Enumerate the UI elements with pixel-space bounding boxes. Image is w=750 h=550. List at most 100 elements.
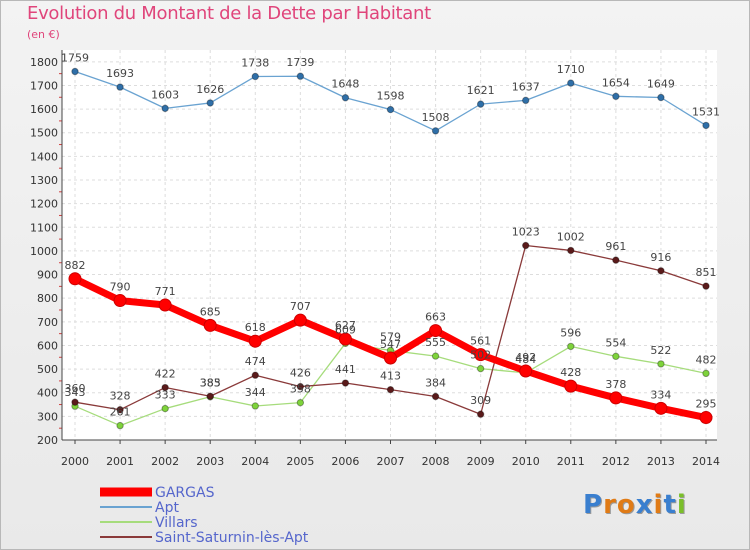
- data-point: [702, 121, 710, 130]
- data-label: 482: [696, 353, 717, 366]
- data-label: 1637: [512, 80, 540, 93]
- data-label: 1598: [377, 90, 405, 103]
- data-point: [657, 360, 665, 368]
- data-point: [251, 72, 259, 81]
- data-point: [116, 406, 124, 414]
- data-point: [654, 401, 668, 415]
- data-label: 1531: [692, 105, 720, 118]
- data-point: [296, 398, 305, 407]
- data-label: 609: [335, 323, 356, 336]
- data-point: [296, 72, 305, 80]
- plot-area: [62, 50, 717, 440]
- data-point: [699, 411, 713, 425]
- data-label: 384: [425, 377, 446, 390]
- data-point: [338, 332, 352, 346]
- data-label: 961: [605, 240, 626, 253]
- data-point: [248, 334, 262, 348]
- proxiti-logo: Proxiti: [583, 490, 687, 520]
- data-label: 328: [110, 390, 131, 403]
- y-tick-label: 1800: [30, 56, 58, 69]
- data-point: [158, 298, 172, 312]
- y-tick-label: 700: [37, 316, 58, 329]
- data-label: 1654: [602, 76, 630, 89]
- legend-label: Villars: [155, 515, 198, 531]
- data-label: 1023: [512, 225, 540, 238]
- data-label: 707: [290, 300, 311, 313]
- data-label: 502: [470, 349, 491, 362]
- legend-label: GARGAS: [155, 485, 215, 501]
- x-tick-label: 2014: [692, 455, 720, 468]
- data-label: 1002: [557, 230, 585, 243]
- data-point: [431, 392, 440, 401]
- data-label: 627: [335, 319, 356, 332]
- x-tick-label: 2012: [602, 455, 630, 468]
- data-point: [657, 267, 665, 275]
- data-point: [476, 100, 485, 108]
- y-tick-label: 1600: [30, 103, 58, 116]
- data-label: 333: [155, 389, 176, 402]
- data-point: [702, 282, 710, 290]
- y-tick-label: 200: [37, 434, 58, 447]
- data-label: 851: [696, 266, 717, 279]
- data-label: 663: [425, 311, 446, 324]
- data-label: 916: [650, 251, 671, 264]
- data-label: 790: [110, 281, 131, 294]
- x-tick-label: 2011: [557, 455, 585, 468]
- data-label: 685: [200, 305, 221, 318]
- data-point: [251, 402, 259, 410]
- data-point: [567, 246, 575, 255]
- data-label: 1621: [467, 84, 495, 97]
- y-tick-label: 600: [37, 339, 58, 352]
- logo-letter: i: [676, 490, 687, 520]
- data-point: [71, 398, 79, 406]
- y-tick-label: 1100: [30, 221, 58, 234]
- x-tick-label: 2004: [241, 455, 269, 468]
- data-point: [116, 421, 124, 430]
- data-point: [476, 364, 485, 373]
- logo-letter: P: [583, 490, 604, 520]
- data-label: 1648: [331, 78, 359, 91]
- data-label: 413: [380, 370, 401, 383]
- data-point: [251, 371, 259, 379]
- data-label: 882: [65, 259, 86, 272]
- data-label: 1508: [422, 111, 450, 124]
- legend-label: Saint-Saturnin-lès-Apt: [155, 530, 309, 546]
- data-label: 358: [290, 383, 311, 396]
- data-point: [206, 392, 214, 400]
- y-tick-label: 1200: [30, 198, 58, 211]
- data-point: [429, 324, 443, 338]
- data-label: 295: [696, 398, 717, 411]
- y-tick-label: 300: [37, 410, 58, 423]
- data-label: 618: [245, 321, 266, 334]
- y-tick-label: 1700: [30, 79, 58, 92]
- data-point: [161, 383, 169, 392]
- data-point: [564, 379, 578, 393]
- data-point: [296, 382, 305, 391]
- data-label: 554: [605, 336, 626, 349]
- x-tick-label: 2007: [377, 455, 405, 468]
- chart-title: Evolution du Montant de la Dette par Hab…: [27, 3, 431, 24]
- data-label: 343: [65, 386, 86, 399]
- x-tick-label: 2008: [422, 455, 450, 468]
- data-label: 1649: [647, 78, 675, 91]
- data-label: 1626: [196, 83, 224, 96]
- data-point: [474, 348, 488, 362]
- data-label: 441: [335, 363, 356, 376]
- y-tick-label: 400: [37, 387, 58, 400]
- data-point: [612, 352, 620, 361]
- data-point: [341, 379, 350, 387]
- data-label: 261: [110, 406, 131, 419]
- data-label: 344: [245, 386, 266, 399]
- data-label: 522: [650, 344, 671, 357]
- x-tick-label: 2010: [512, 455, 540, 468]
- logo-letter: i: [653, 490, 664, 520]
- data-point: [522, 241, 530, 250]
- data-point: [206, 99, 214, 107]
- y-tick-label: 1000: [30, 245, 58, 258]
- x-tick-label: 2013: [647, 455, 675, 468]
- data-label: 555: [425, 336, 446, 349]
- data-label: 385: [200, 376, 221, 389]
- data-label: 1693: [106, 67, 134, 80]
- data-point: [203, 318, 217, 332]
- data-point: [702, 369, 710, 378]
